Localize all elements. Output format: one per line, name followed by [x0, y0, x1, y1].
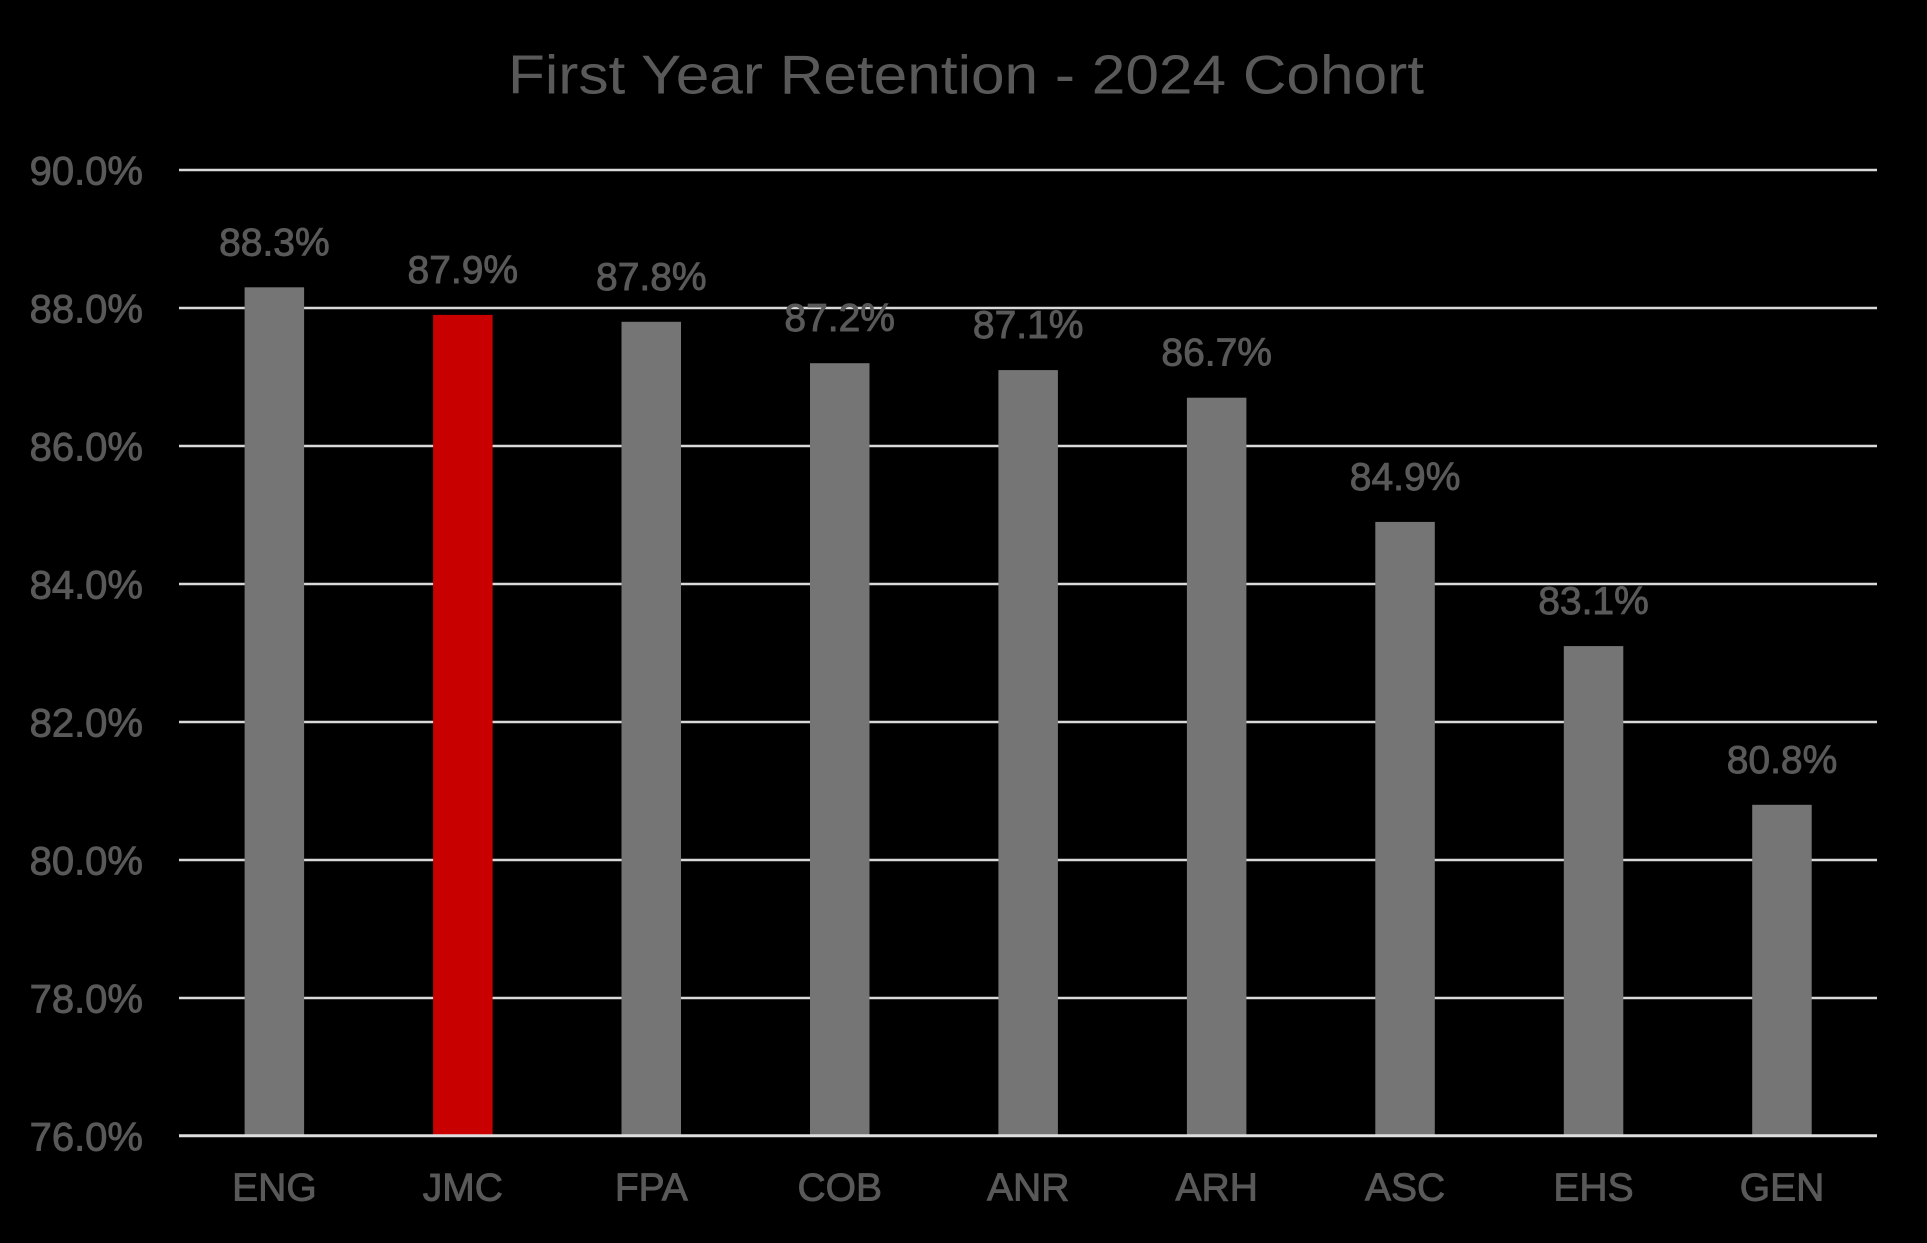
svg-text:GEN: GEN: [1740, 1167, 1825, 1210]
svg-text:COB: COB: [797, 1167, 882, 1210]
svg-text:76.0%: 76.0%: [30, 1116, 143, 1160]
svg-text:First Year Retention - 2024 Co: First Year Retention - 2024 Cohort: [508, 44, 1424, 106]
svg-text:ARH: ARH: [1176, 1167, 1258, 1210]
svg-text:86.0%: 86.0%: [30, 426, 143, 470]
svg-text:83.1%: 83.1%: [1538, 580, 1649, 623]
svg-text:JMC: JMC: [423, 1167, 503, 1210]
svg-text:88.0%: 88.0%: [30, 288, 143, 332]
svg-text:FPA: FPA: [615, 1167, 688, 1210]
svg-text:80.8%: 80.8%: [1727, 739, 1838, 782]
svg-text:86.7%: 86.7%: [1161, 332, 1272, 375]
svg-text:87.2%: 87.2%: [784, 297, 895, 340]
svg-text:90.0%: 90.0%: [30, 150, 143, 194]
svg-text:84.0%: 84.0%: [30, 564, 143, 608]
svg-text:ENG: ENG: [232, 1167, 317, 1210]
svg-text:82.0%: 82.0%: [30, 702, 143, 746]
svg-text:ASC: ASC: [1365, 1167, 1445, 1210]
svg-text:87.1%: 87.1%: [973, 304, 1084, 347]
svg-text:88.3%: 88.3%: [219, 221, 330, 264]
svg-text:80.0%: 80.0%: [30, 840, 143, 884]
svg-text:EHS: EHS: [1553, 1167, 1633, 1210]
svg-text:ANR: ANR: [987, 1167, 1069, 1210]
svg-text:87.9%: 87.9%: [408, 249, 519, 292]
svg-text:87.8%: 87.8%: [596, 256, 707, 299]
svg-text:84.9%: 84.9%: [1350, 456, 1461, 499]
svg-text:78.0%: 78.0%: [30, 978, 143, 1022]
